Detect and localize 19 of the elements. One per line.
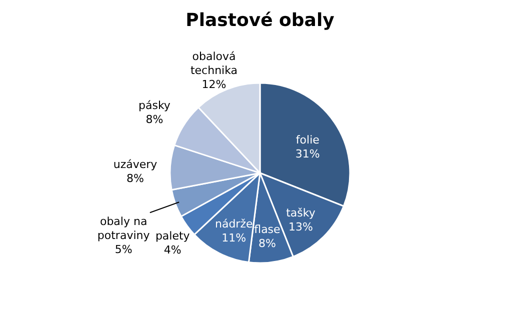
slice-label: obalová technika bbox=[190, 50, 238, 77]
slice-label: uzávery bbox=[113, 158, 158, 172]
data-label: 12% bbox=[202, 78, 226, 91]
data-label: 8% bbox=[146, 113, 164, 126]
slice-label: tašky bbox=[286, 206, 316, 220]
data-label: 5% bbox=[114, 243, 132, 256]
chart-title: Plastové obaly bbox=[186, 10, 335, 31]
slice-label: obaly na potraviny bbox=[97, 215, 150, 242]
data-label: 11% bbox=[222, 231, 246, 244]
slice-label: folie bbox=[296, 134, 320, 147]
data-label: 4% bbox=[164, 243, 182, 256]
slice-label: pásky bbox=[138, 99, 171, 112]
slice-label: flase bbox=[254, 223, 281, 236]
data-label: 8% bbox=[258, 237, 276, 250]
data-label: 31% bbox=[295, 148, 320, 161]
slice-label: nádrže bbox=[214, 217, 253, 230]
slice-label: palety bbox=[155, 229, 190, 242]
data-label: 13% bbox=[288, 220, 313, 234]
data-label: 8% bbox=[126, 172, 144, 186]
